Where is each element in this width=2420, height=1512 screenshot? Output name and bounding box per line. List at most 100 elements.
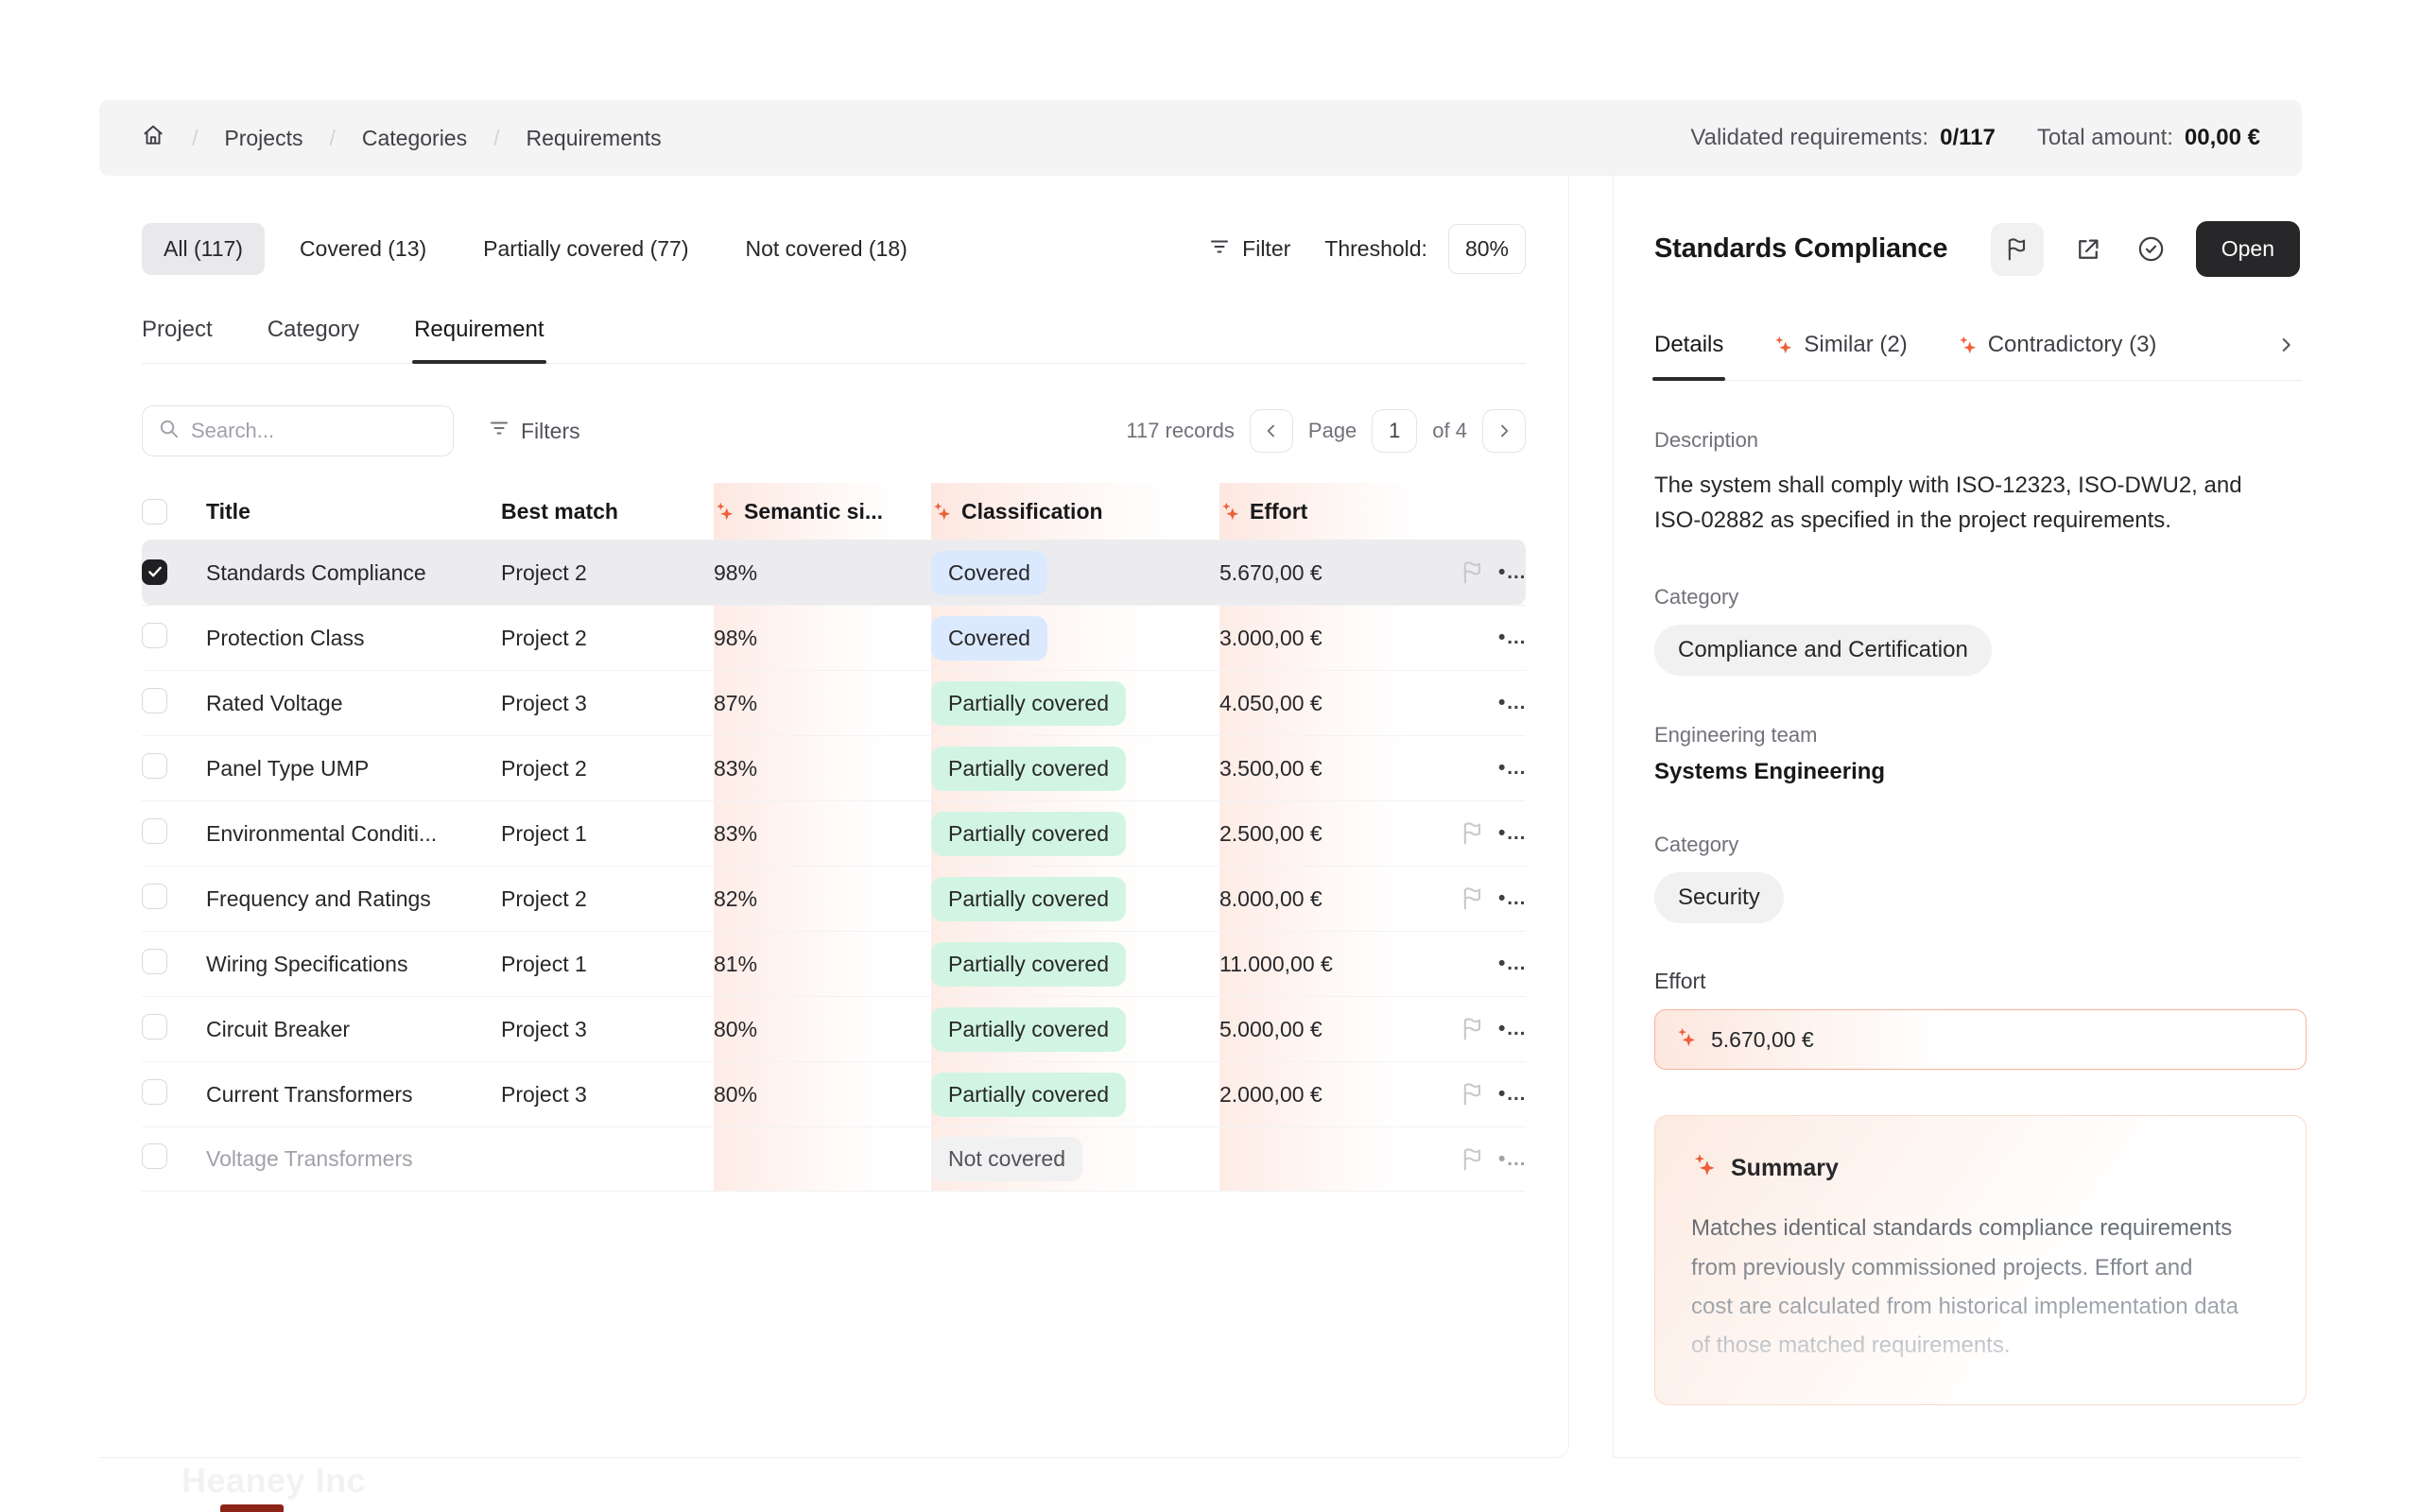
row-semantic-similarity: 83% xyxy=(714,736,931,800)
row-menu-button[interactable]: ••• xyxy=(1498,1018,1523,1040)
flag-icon xyxy=(1463,822,1480,845)
row-menu-button[interactable]: ••• xyxy=(1498,887,1523,909)
table-row[interactable]: Protection Class Project 2 98% Covered 3… xyxy=(142,605,1526,670)
panel-tab[interactable]: Contradictory (3) xyxy=(1957,332,2156,358)
coverage-filter-tab[interactable]: All (117) xyxy=(142,223,265,275)
row-menu-button[interactable]: ••• xyxy=(1498,692,1523,713)
row-effort: 2.500,00 € xyxy=(1219,801,1456,866)
row-checkbox[interactable] xyxy=(142,1078,167,1105)
row-best-match: Project 3 xyxy=(501,690,587,715)
row-checkbox[interactable] xyxy=(142,817,167,844)
open-button[interactable]: Open xyxy=(2195,221,2300,277)
row-checkbox[interactable] xyxy=(142,558,167,585)
row-menu-button[interactable]: ••• xyxy=(1498,953,1523,974)
total-label: Total amount: xyxy=(2036,125,2173,150)
row-checkbox[interactable] xyxy=(142,752,167,779)
filter-button[interactable]: Filter xyxy=(1208,235,1290,264)
flag-icon xyxy=(1463,887,1480,910)
select-all-checkbox[interactable] xyxy=(142,498,167,524)
classification-badge: Covered xyxy=(931,550,1047,595)
view-tab-project[interactable]: Project xyxy=(142,317,213,342)
row-checkbox[interactable] xyxy=(142,1013,167,1040)
row-menu-button[interactable]: ••• xyxy=(1498,1083,1523,1105)
row-flag[interactable] xyxy=(1456,1146,1498,1173)
validate-check-button[interactable] xyxy=(2133,223,2170,276)
row-menu-button[interactable]: ••• xyxy=(1498,627,1523,648)
row-flag[interactable] xyxy=(1456,1081,1498,1108)
filters-button[interactable]: Filters xyxy=(488,417,580,445)
flag-button[interactable] xyxy=(1990,222,2044,276)
coverage-filter-tab[interactable]: Covered (13) xyxy=(278,223,448,275)
description-text: The system shall comply with ISO-12323, … xyxy=(1654,472,2242,534)
table-row[interactable]: Frequency and Ratings Project 2 82% Part… xyxy=(142,866,1526,931)
row-checkbox[interactable] xyxy=(142,883,167,909)
table-row[interactable]: Standards Compliance Project 2 98% Cover… xyxy=(142,540,1526,605)
row-classification: Covered xyxy=(931,606,1219,670)
coverage-filter-tab[interactable]: Partially covered (77) xyxy=(461,223,710,275)
flag-icon xyxy=(1463,561,1480,584)
breadcrumb-item[interactable]: Requirements xyxy=(526,125,662,150)
coverage-filter-tab[interactable]: Not covered (18) xyxy=(723,223,928,275)
page-input[interactable] xyxy=(1372,409,1418,453)
table-row[interactable]: Voltage Transformers Not covered ••• xyxy=(142,1126,1526,1192)
search-box[interactable] xyxy=(142,405,463,456)
table-row[interactable]: Wiring Specifications Project 1 81% Part… xyxy=(142,931,1526,996)
row-flag[interactable] xyxy=(1456,559,1498,586)
row-classification: Covered xyxy=(931,541,1219,605)
row-best-match: Project 2 xyxy=(501,755,587,781)
category2-chip: Security xyxy=(1654,872,1784,924)
row-checkbox[interactable] xyxy=(142,1143,167,1169)
tabs-overflow-chevron[interactable] xyxy=(2275,335,2296,355)
row-menu-button[interactable]: ••• xyxy=(1498,822,1523,844)
open-external-button[interactable] xyxy=(2069,223,2107,276)
table-row[interactable]: Current Transformers Project 3 80% Parti… xyxy=(142,1061,1526,1126)
row-effort: 5.670,00 € xyxy=(1219,559,1322,585)
column-header[interactable]: Semantic si... xyxy=(714,483,931,540)
validated-value: 0/117 xyxy=(1940,125,1996,150)
table-row[interactable]: Panel Type UMP Project 2 83% Partially c… xyxy=(142,735,1526,800)
row-flag[interactable] xyxy=(1456,820,1498,847)
row-title: Current Transformers xyxy=(206,1081,413,1107)
row-title: Environmental Conditi... xyxy=(206,820,438,846)
view-tab-category[interactable]: Category xyxy=(267,317,360,342)
table-row[interactable]: Rated Voltage Project 3 87% Partially co… xyxy=(142,670,1526,735)
view-tab-requirement[interactable]: Requirement xyxy=(412,317,546,364)
search-input[interactable] xyxy=(191,419,463,443)
flag-icon xyxy=(1463,1083,1480,1106)
chevron-right-icon xyxy=(1501,424,1509,438)
content: All (117) Covered (13) Partially covered (… xyxy=(99,176,2307,1458)
row-effort: 4.050,00 € xyxy=(1219,671,1456,735)
row-flag[interactable] xyxy=(1456,885,1498,912)
summary-text: Matches identical standards compliance r… xyxy=(1691,1209,2239,1365)
breadcrumb-item[interactable]: Projects xyxy=(224,125,303,150)
column-header[interactable]: Effort xyxy=(1219,483,1456,540)
column-header[interactable]: Best match xyxy=(501,498,618,524)
table-row[interactable]: Circuit Breaker Project 3 80% Partially … xyxy=(142,996,1526,1061)
row-checkbox[interactable] xyxy=(142,622,167,648)
row-menu-button[interactable]: ••• xyxy=(1498,757,1523,779)
detail-panel: Standards Compliance Open Details Similar… xyxy=(1613,176,2307,1458)
row-menu-button[interactable]: ••• xyxy=(1498,1147,1523,1170)
effort-input[interactable]: 5.670,00 € xyxy=(1654,1009,2307,1071)
row-classification: Partially covered xyxy=(931,932,1219,996)
check-circle-icon xyxy=(2139,236,2164,262)
filter-lines-icon xyxy=(491,421,508,435)
row-flag[interactable] xyxy=(1456,1016,1498,1042)
column-header[interactable]: Title xyxy=(206,498,251,524)
list-toolbar: Filter Threshold: 80% xyxy=(1208,224,1526,274)
filters-label: Filters xyxy=(521,418,580,443)
breadcrumb-home[interactable] xyxy=(141,123,165,153)
panel-actions: Open xyxy=(1990,221,2300,277)
row-menu-button[interactable]: ••• xyxy=(1498,561,1523,583)
flag-icon xyxy=(2008,237,2025,261)
next-page-button[interactable] xyxy=(1482,409,1526,453)
row-checkbox[interactable] xyxy=(142,687,167,713)
prev-page-button[interactable] xyxy=(1249,409,1293,453)
breadcrumb-item[interactable]: Categories xyxy=(361,125,468,150)
panel-tab[interactable]: Details xyxy=(1651,332,1726,381)
panel-tab[interactable]: Similar (2) xyxy=(1772,332,1908,358)
table-row[interactable]: Environmental Conditi... Project 1 83% P… xyxy=(142,800,1526,866)
row-checkbox[interactable] xyxy=(142,948,167,974)
column-header[interactable]: Classification xyxy=(931,483,1219,540)
threshold-value-box[interactable]: 80% xyxy=(1447,224,1526,274)
